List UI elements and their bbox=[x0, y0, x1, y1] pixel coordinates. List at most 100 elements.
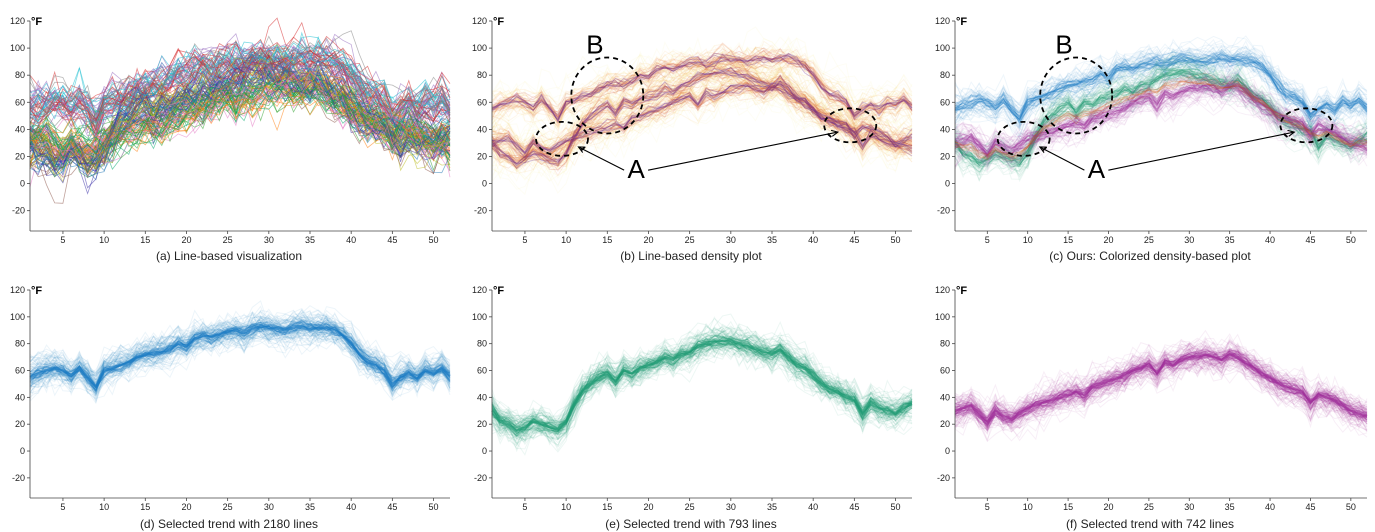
series-line bbox=[491, 84, 913, 156]
series-line bbox=[954, 81, 1368, 154]
series-line bbox=[491, 326, 913, 444]
series-line bbox=[954, 348, 1368, 430]
series-line bbox=[954, 350, 1368, 429]
arrow-head bbox=[1038, 146, 1047, 153]
series-line bbox=[954, 82, 1368, 158]
series-line bbox=[491, 43, 913, 124]
series-line bbox=[954, 87, 1368, 163]
x-tick-label: 50 bbox=[891, 502, 901, 512]
series-line bbox=[954, 76, 1368, 158]
series-line bbox=[491, 328, 913, 446]
series-line bbox=[954, 353, 1368, 423]
series-line bbox=[491, 63, 913, 167]
x-tick-label: 25 bbox=[685, 502, 695, 512]
series-line bbox=[954, 68, 1368, 168]
x-tick-label: 45 bbox=[387, 502, 397, 512]
series-line bbox=[491, 55, 913, 162]
series-line bbox=[954, 85, 1368, 155]
series-line bbox=[954, 63, 1368, 180]
series-line bbox=[491, 80, 913, 157]
series-line bbox=[954, 47, 1368, 139]
series-line bbox=[954, 81, 1368, 156]
series-line bbox=[491, 322, 913, 442]
arrow-head bbox=[830, 129, 840, 137]
series-line bbox=[954, 72, 1368, 155]
x-tick-label: 15 bbox=[1063, 235, 1073, 245]
axes: -20 0 20 40 60 80 100 120 °F 5 10 15 20 25 30 35 40 45 50 bbox=[935, 285, 1367, 512]
series-line bbox=[491, 67, 913, 162]
series-line bbox=[491, 82, 913, 163]
line-layer bbox=[29, 300, 451, 405]
series-line bbox=[954, 83, 1368, 152]
series-line bbox=[954, 342, 1368, 423]
x-tick-label: 50 bbox=[891, 235, 901, 245]
x-tick-label: 5 bbox=[60, 235, 65, 245]
x-tick-label: 30 bbox=[1184, 502, 1194, 512]
y-tick-label: 40 bbox=[15, 392, 25, 402]
series-line bbox=[29, 308, 451, 398]
series-line bbox=[954, 46, 1368, 120]
series-line bbox=[954, 49, 1368, 137]
series-line bbox=[491, 326, 913, 426]
series-line bbox=[954, 63, 1368, 169]
series-line bbox=[29, 47, 451, 124]
x-tick-label: 30 bbox=[264, 502, 274, 512]
y-tick-label: 120 bbox=[472, 16, 487, 26]
series-line bbox=[491, 67, 913, 162]
series-line bbox=[491, 334, 913, 448]
series-line bbox=[954, 53, 1368, 129]
series-line bbox=[954, 45, 1368, 124]
x-tick-label: 40 bbox=[1265, 235, 1275, 245]
series-line bbox=[954, 80, 1368, 162]
series-line bbox=[954, 76, 1368, 153]
y-tick-label: -20 bbox=[12, 473, 25, 483]
series-line bbox=[29, 61, 451, 168]
series-line bbox=[491, 56, 913, 120]
series-line bbox=[491, 327, 913, 429]
y-tick-label: 0 bbox=[20, 179, 25, 189]
series-line bbox=[954, 338, 1368, 422]
series-line bbox=[954, 73, 1368, 157]
series-line bbox=[29, 317, 451, 385]
series-line bbox=[491, 80, 913, 163]
x-tick-label: 5 bbox=[60, 502, 65, 512]
series-line bbox=[29, 319, 451, 397]
series-line bbox=[491, 322, 913, 435]
series-line bbox=[491, 53, 913, 121]
series-line bbox=[954, 353, 1368, 424]
series-line bbox=[954, 50, 1368, 120]
series-line bbox=[954, 45, 1368, 129]
x-tick-label: 5 bbox=[522, 502, 527, 512]
series-line bbox=[491, 71, 913, 173]
series-line bbox=[491, 329, 913, 434]
x-tick-label: 20 bbox=[1103, 235, 1113, 245]
series-line bbox=[954, 66, 1368, 155]
series-line bbox=[491, 67, 913, 160]
series-line bbox=[954, 74, 1368, 156]
series-line bbox=[954, 349, 1368, 433]
series-line bbox=[954, 60, 1368, 175]
series-line bbox=[491, 316, 913, 441]
series-line bbox=[29, 309, 451, 395]
y-tick-label: 80 bbox=[940, 70, 950, 80]
series-line bbox=[954, 83, 1368, 152]
series-line bbox=[954, 78, 1368, 156]
y-tick-label: 60 bbox=[477, 97, 487, 107]
series-line bbox=[954, 79, 1368, 170]
series-line bbox=[491, 49, 913, 169]
series-line bbox=[954, 49, 1368, 117]
series-line bbox=[491, 340, 913, 452]
series-line bbox=[954, 90, 1368, 168]
series-line bbox=[954, 351, 1368, 429]
series-line bbox=[29, 30, 451, 126]
series-line bbox=[954, 71, 1368, 161]
series-line bbox=[491, 50, 913, 126]
chart-panel-f: -20 0 20 40 60 80 100 120 °F 5 10 15 20 25 30 35 40 45 50 … bbox=[925, 273, 1375, 532]
series-line bbox=[954, 83, 1368, 168]
series-line bbox=[491, 340, 913, 432]
series-line bbox=[491, 52, 913, 123]
y-tick-label: 0 bbox=[482, 179, 487, 189]
series-line bbox=[491, 55, 913, 120]
series-line bbox=[491, 35, 913, 130]
series-line bbox=[491, 325, 913, 432]
